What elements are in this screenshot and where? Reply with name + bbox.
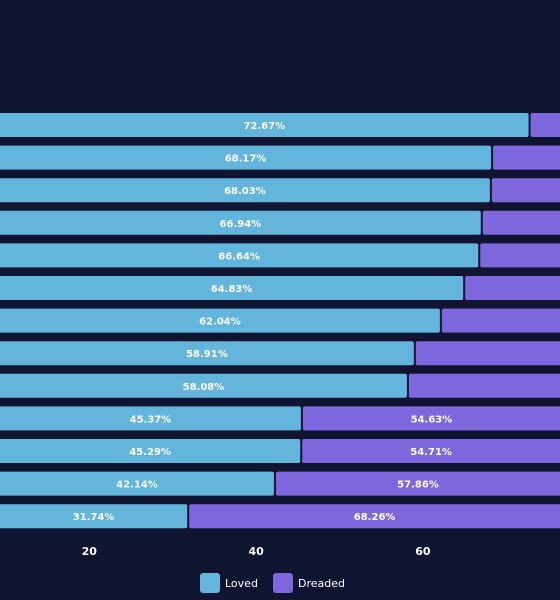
data-label-loved: 42.14% [116,480,158,491]
legend-swatch-dreaded [273,573,293,593]
x-tick-label: 20 [82,545,98,558]
bar-loved[interactable] [0,341,414,366]
bar-row: 64.83% [0,276,560,300]
x-tick-label: 40 [248,545,264,558]
bar-dreaded[interactable] [530,113,560,137]
data-label-loved: 66.94% [220,219,262,230]
data-label-loved: 45.37% [130,414,172,425]
bar-dreaded[interactable] [441,308,560,333]
data-label-loved: 64.83% [211,284,253,295]
legend[interactable]: Loved Dreaded [200,573,345,593]
data-label-loved: 45.29% [129,447,171,458]
bar-row: 45.37% 54.63% [0,406,560,431]
bar-row: 45.29% 54.71% [0,439,560,463]
legend-item-loved[interactable]: Loved [200,573,258,593]
bar-dreaded[interactable] [491,178,560,203]
bar-row: 31.74% 68.26% [0,504,560,529]
bars-group: 72.67% 68.17% 68.03% 66.94% 66.64% 64.83% 62.0… [0,113,560,529]
bar-row: 68.17% [0,145,560,170]
bar-row: 42.14% 57.86% [0,471,560,496]
legend-label-dreaded: Dreaded [298,577,345,590]
bar-loved[interactable] [0,373,407,398]
legend-item-dreaded[interactable]: Dreaded [273,573,345,593]
data-label-loved: 58.08% [183,382,225,393]
data-label-loved: 66.64% [218,251,260,262]
data-label-loved: 31.74% [73,512,115,523]
bar-dreaded[interactable] [408,373,560,398]
bar-dreaded[interactable] [189,504,560,529]
x-axis: 20 40 60 [82,545,431,558]
data-label-dreaded: 54.63% [411,414,453,425]
bar-loved[interactable] [0,308,440,333]
bar-loved[interactable] [0,504,188,529]
bar-loved[interactable] [0,113,529,137]
bar-loved[interactable] [0,243,479,268]
bar-row: 66.64% [0,243,560,268]
data-label-loved: 72.67% [243,121,285,132]
legend-label-loved: Loved [225,577,258,590]
bar-loved[interactable] [0,276,464,300]
data-label-loved: 68.17% [225,154,267,165]
data-label-loved: 58.91% [186,349,228,360]
bar-dreaded[interactable] [302,439,560,463]
data-label-loved: 68.03% [224,186,266,197]
bar-row: 62.04% [0,308,560,333]
bar-row: 68.03% [0,178,560,203]
data-label-dreaded: 54.71% [410,447,452,458]
bar-dreaded[interactable] [302,406,560,431]
bar-row: 58.08% [0,373,560,398]
x-tick-label: 60 [415,545,431,558]
legend-swatch-loved [200,573,220,593]
bar-loved[interactable] [0,439,301,463]
bar-dreaded[interactable] [465,276,560,300]
data-label-dreaded: 68.26% [354,512,396,523]
bar-loved[interactable] [0,406,301,431]
bar-loved[interactable] [0,145,492,170]
bar-loved[interactable] [0,471,274,496]
bar-dreaded[interactable] [480,243,560,268]
bar-dreaded[interactable] [275,471,560,496]
bar-loved[interactable] [0,178,490,203]
bar-row: 66.94% [0,210,560,235]
bar-loved[interactable] [0,210,481,235]
bar-row: 72.67% [0,113,560,137]
bar-dreaded[interactable] [415,341,560,366]
data-label-dreaded: 57.86% [397,480,439,491]
bar-row: 58.91% [0,341,560,366]
bar-dreaded[interactable] [482,210,560,235]
bar-dreaded[interactable] [493,145,560,170]
data-label-loved: 62.04% [199,317,241,328]
